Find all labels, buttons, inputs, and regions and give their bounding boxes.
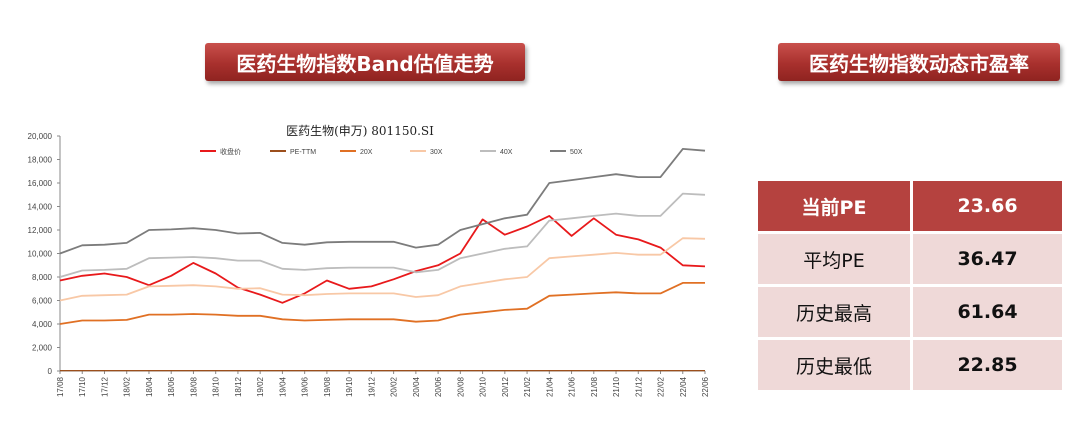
legend-label: 收盘价 bbox=[220, 147, 241, 156]
x-tick-label: 22/06 bbox=[701, 376, 710, 397]
x-tick-label: 18/12 bbox=[234, 376, 243, 397]
x-tick-label: 21/04 bbox=[545, 376, 554, 397]
x-tick-label: 18/10 bbox=[212, 376, 221, 397]
series-line-b40 bbox=[59, 192, 706, 278]
y-tick-label: 6,000 bbox=[32, 297, 53, 306]
x-tick-label: 17/10 bbox=[78, 376, 87, 397]
x-tick-label: 19/12 bbox=[367, 376, 376, 397]
pe-row-current: 当前PE 23.66 bbox=[758, 181, 1062, 231]
x-tick-label: 20/08 bbox=[456, 376, 465, 397]
pe-label: 历史最高 bbox=[758, 287, 913, 337]
pe-title-text: 医药生物指数动态市盈率 bbox=[809, 51, 1029, 76]
series-line-close bbox=[59, 215, 706, 304]
pe-row-average: 平均PE 36.47 bbox=[758, 234, 1062, 284]
chart-series bbox=[59, 147, 706, 372]
x-tick-label: 22/02 bbox=[657, 376, 666, 397]
y-tick-label: 2,000 bbox=[32, 344, 53, 353]
band-title-text: 医药生物指数Band估值走势 bbox=[236, 51, 494, 76]
series-line-b20 bbox=[59, 281, 705, 325]
x-tick-label: 18/04 bbox=[145, 376, 154, 397]
x-tick-label: 20/12 bbox=[501, 376, 510, 397]
x-tick-label: 19/10 bbox=[345, 376, 354, 397]
y-tick-label: 8,000 bbox=[32, 273, 53, 282]
pe-table: 当前PE 23.66 平均PE 36.47 历史最高 61.64 历史最低 22… bbox=[758, 178, 1062, 393]
x-tick-label: 21/02 bbox=[523, 376, 532, 397]
x-tick-label: 20/10 bbox=[479, 376, 488, 397]
x-tick-label: 21/06 bbox=[568, 376, 577, 397]
pe-label: 历史最低 bbox=[758, 340, 913, 390]
x-tick-label: 19/02 bbox=[256, 376, 265, 397]
x-tick-label: 20/04 bbox=[412, 376, 421, 397]
x-tick-label: 19/06 bbox=[301, 376, 310, 397]
y-tick-label: 10,000 bbox=[28, 250, 53, 259]
series-line-b30 bbox=[59, 237, 706, 302]
legend-label: 40X bbox=[500, 149, 513, 156]
x-tick-label: 18/06 bbox=[167, 376, 176, 397]
x-tick-label: 17/08 bbox=[56, 376, 65, 397]
chart-legend: 收盘价 PE-TTM 20X 30X 40X 50X bbox=[200, 147, 583, 156]
x-tick-label: 18/02 bbox=[123, 376, 132, 397]
y-tick-label: 0 bbox=[48, 367, 53, 376]
pe-value: 61.64 bbox=[913, 287, 1062, 337]
pe-label: 平均PE bbox=[758, 234, 913, 284]
x-tick-label: 20/02 bbox=[390, 376, 399, 397]
y-tick-label: 12,000 bbox=[28, 226, 53, 235]
y-tick-label: 14,000 bbox=[28, 203, 53, 212]
pe-title-banner: 医药生物指数动态市盈率 bbox=[778, 43, 1060, 81]
legend-label: PE-TTM bbox=[290, 149, 316, 156]
x-tick-label: 19/08 bbox=[323, 376, 332, 397]
y-tick-label: 16,000 bbox=[28, 179, 53, 188]
legend-label: 20X bbox=[360, 149, 373, 156]
pe-row-low: 历史最低 22.85 bbox=[758, 340, 1062, 390]
x-tick-label: 18/08 bbox=[189, 376, 198, 397]
chart-title: 医药生物(申万) 801150.SI bbox=[286, 124, 434, 138]
y-tick-label: 4,000 bbox=[32, 320, 53, 329]
pe-value: 36.47 bbox=[913, 234, 1062, 284]
legend-label: 50X bbox=[570, 149, 583, 156]
x-tick-label: 21/08 bbox=[590, 376, 599, 397]
pe-value: 22.85 bbox=[913, 340, 1062, 390]
band-chart: 医药生物(申万) 801150.SI 收盘价 PE-TTM 20X 30X 40X 50X… bbox=[28, 124, 710, 397]
y-tick-label: 18,000 bbox=[28, 156, 53, 165]
band-title-banner: 医药生物指数Band估值走势 bbox=[205, 43, 525, 81]
x-tick-label: 21/12 bbox=[634, 376, 643, 397]
y-axis: 0 2,000 4,000 6,000 8,000 10,000 12,000 14,000 1… bbox=[28, 132, 61, 376]
x-tick-label: 21/10 bbox=[612, 376, 621, 397]
x-tick-label: 20/06 bbox=[434, 376, 443, 397]
x-tick-label: 17/12 bbox=[100, 376, 109, 397]
legend-label: 30X bbox=[430, 149, 443, 156]
x-tick-label: 22/04 bbox=[679, 376, 688, 397]
x-tick-label: 19/04 bbox=[278, 376, 287, 397]
pe-row-high: 历史最高 61.64 bbox=[758, 287, 1062, 337]
pe-value: 23.66 bbox=[913, 181, 1062, 231]
pe-label: 当前PE bbox=[758, 181, 913, 231]
x-axis: 17/08 17/10 17/12 18/02 18/04 18/06 18/08 18/10… bbox=[56, 370, 710, 397]
y-tick-label: 20,000 bbox=[28, 132, 53, 141]
series-line-b50 bbox=[59, 147, 706, 255]
